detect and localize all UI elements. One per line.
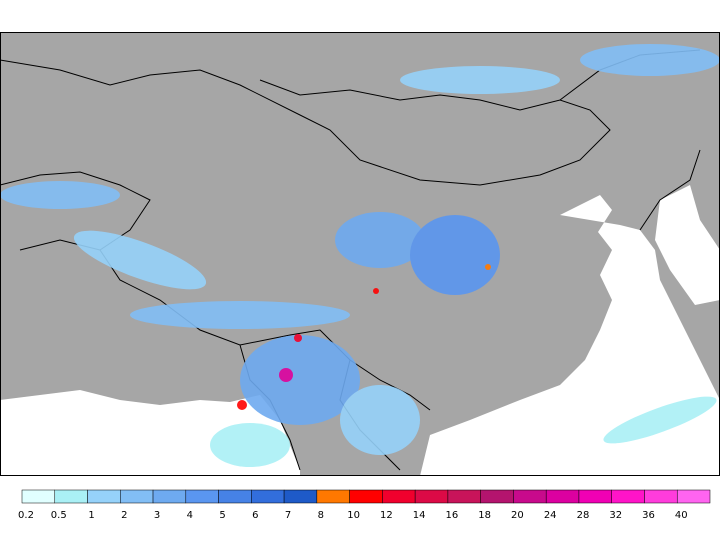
- legend-swatch: [21, 489, 56, 504]
- precipitation: [0, 44, 720, 467]
- legend-swatch: [185, 489, 219, 504]
- rain-area: [340, 385, 420, 455]
- legend-label: 40: [675, 510, 688, 521]
- legend-swatch: [316, 489, 350, 504]
- legend-label: 4: [187, 510, 193, 521]
- legend-label: 1: [88, 510, 94, 521]
- legend-swatch: [283, 489, 318, 504]
- legend-swatch: [54, 489, 88, 504]
- rain-area: [580, 44, 720, 76]
- rain-core: [294, 334, 302, 342]
- rain-area: [0, 181, 120, 209]
- legend-swatch: [251, 489, 285, 504]
- legend-swatch: [480, 489, 514, 504]
- legend-label: 0.2: [18, 510, 34, 521]
- ocean-east: [420, 195, 720, 476]
- legend-label: 12: [380, 510, 393, 521]
- legend-label: 18: [478, 510, 491, 521]
- rain-area: [73, 230, 207, 290]
- rain-core: [279, 368, 293, 382]
- rain-area: [335, 212, 425, 268]
- legend-swatch: [676, 489, 711, 504]
- legend-label: 36: [642, 510, 655, 521]
- legend-label: 7: [285, 510, 291, 521]
- legend-label: 32: [609, 510, 622, 521]
- legend-swatch: [382, 489, 416, 504]
- rain-area: [240, 335, 360, 425]
- legend-label: 28: [577, 510, 590, 521]
- legend-swatch: [87, 489, 121, 504]
- legend-label: 0.5: [51, 510, 67, 521]
- legend-label: 10: [347, 510, 360, 521]
- legend-swatch: [545, 489, 580, 504]
- legend-swatch: [513, 489, 547, 504]
- legend-label: 20: [511, 510, 524, 521]
- legend-label: 24: [544, 510, 557, 521]
- legend-label: 5: [219, 510, 225, 521]
- legend-swatch: [644, 489, 678, 504]
- color-legend: 0.2 0.5 1 2 3 4 5 6 7 8 10 12 14 16 18 20 24 28 32 36 40: [18, 489, 711, 521]
- rain-area: [410, 215, 500, 295]
- legend-label: 6: [252, 510, 258, 521]
- rain-area: [210, 423, 290, 467]
- legend-label: 8: [318, 510, 324, 521]
- legend-swatch: [447, 489, 481, 504]
- rain-core: [373, 288, 379, 294]
- legend-label: 2: [121, 510, 127, 521]
- rain-area: [400, 66, 560, 94]
- legend-swatch: [414, 489, 449, 504]
- map: [0, 32, 720, 476]
- legend-swatch: [578, 489, 612, 504]
- legend-swatch: [611, 489, 645, 504]
- legend-label: 16: [446, 510, 459, 521]
- legend-label: 14: [413, 510, 426, 521]
- legend-swatch: [349, 489, 383, 504]
- legend-swatch: [152, 489, 187, 504]
- rain-area: [603, 396, 717, 444]
- sea-of-japan: [655, 185, 720, 305]
- rain-area: [130, 301, 350, 329]
- legend-label: 3: [154, 510, 160, 521]
- rain-core: [237, 400, 247, 410]
- legend-swatch: [120, 489, 154, 504]
- rain-core: [485, 264, 491, 270]
- legend-swatch: [218, 489, 252, 504]
